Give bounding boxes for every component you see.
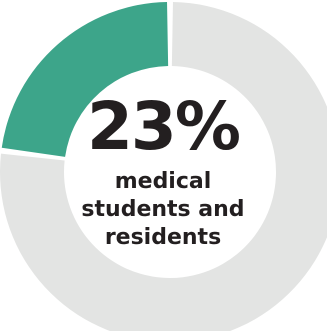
center-label: 23% medical students and residents: [63, 92, 263, 252]
donut-segment-highlight: [1, 2, 169, 157]
chart-caption: medical students and residents: [81, 169, 245, 250]
percentage-value: 23%: [87, 88, 241, 165]
